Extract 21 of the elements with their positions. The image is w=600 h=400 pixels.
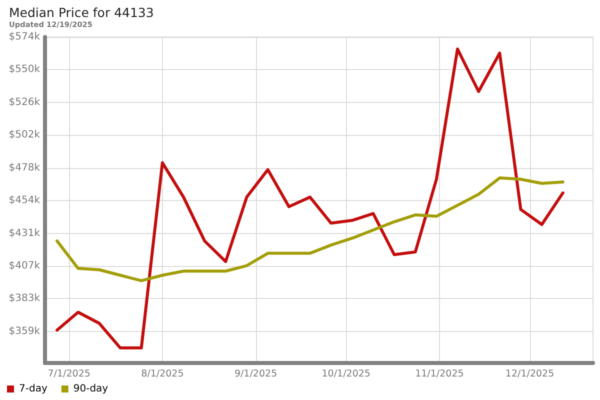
x-tick-label: 12/1/2025 — [505, 368, 554, 380]
y-tick-label: $574k — [8, 32, 40, 42]
x-tick-label: 9/1/2025 — [234, 368, 278, 380]
y-tick-label: $359k — [8, 326, 40, 337]
y-tick-label: $383k — [8, 293, 40, 304]
chart-title: Median Price for 44133 — [9, 5, 154, 20]
x-tick-label: 8/1/2025 — [141, 368, 184, 380]
y-tick-label: $454k — [8, 195, 40, 206]
legend-label: 90-day — [73, 384, 108, 394]
y-tick-label: $550k — [8, 64, 40, 76]
y-tick-label: $478k — [8, 162, 40, 174]
x-tick-label: 7/1/2025 — [48, 368, 90, 380]
y-tick-label: $407k — [8, 260, 40, 272]
x-tick-label: 10/1/2025 — [322, 368, 370, 380]
y-tick-label: $431k — [8, 228, 40, 239]
y-tick-label: $502k — [8, 130, 40, 141]
line-series — [56, 47, 564, 350]
legend-label: 7-day — [19, 384, 48, 394]
y-tick-label: $526k — [8, 96, 40, 108]
x-tick-label: 11/1/2025 — [415, 368, 464, 380]
line-series — [56, 176, 564, 282]
